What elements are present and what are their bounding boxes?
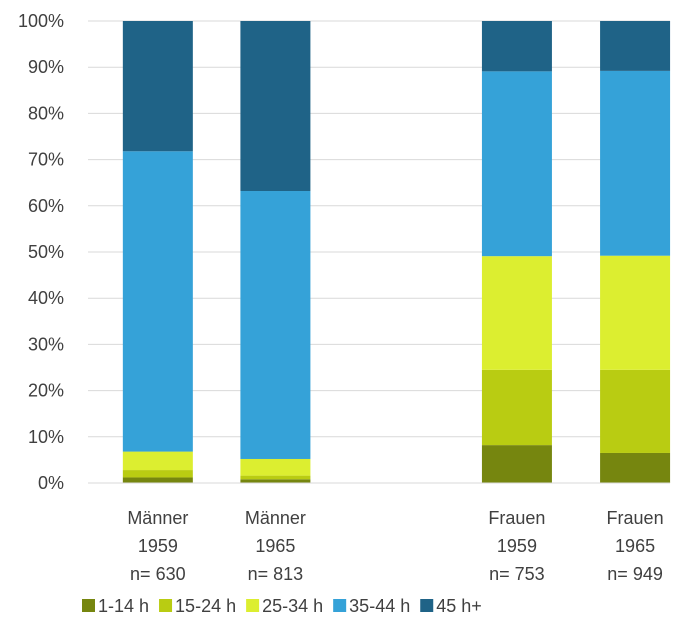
y-tick-label: 40% xyxy=(28,288,64,308)
x-category-label: n= 753 xyxy=(489,564,545,584)
legend-swatch xyxy=(333,599,347,612)
bar-segment xyxy=(240,479,311,483)
y-tick-label: 80% xyxy=(28,103,64,123)
y-tick-label: 60% xyxy=(28,196,64,216)
bar-segment xyxy=(481,445,552,483)
y-tick-label: 100% xyxy=(18,11,64,31)
y-tick-label: 50% xyxy=(28,242,64,262)
bar-segment xyxy=(240,458,311,476)
legend-label: 15-24 h xyxy=(175,596,236,616)
bar-segment xyxy=(600,70,671,256)
x-category-label: n= 949 xyxy=(607,564,663,584)
legend: 1-14 h 15-24 h 25-34 h 35-44 h 45 h+ xyxy=(82,596,482,616)
legend-label: 1-14 h xyxy=(98,596,149,616)
x-axis-category-labels: Männer 1959 n= 630 Männer 1965 n= 813 Frauen 19… xyxy=(127,508,663,584)
x-category-label: 1965 xyxy=(615,536,655,556)
x-category-label: 1965 xyxy=(255,536,295,556)
bar-segment xyxy=(240,475,311,480)
bar-segment xyxy=(240,191,311,459)
x-category-label: n= 630 xyxy=(130,564,186,584)
x-category-label: Männer xyxy=(127,508,188,528)
bar-segment xyxy=(122,151,193,452)
legend-label: 45 h+ xyxy=(436,596,482,616)
bar-segment xyxy=(122,477,193,483)
legend-label: 35-44 h xyxy=(349,596,410,616)
y-tick-label: 90% xyxy=(28,57,64,77)
x-category-label: 1959 xyxy=(497,536,537,556)
y-axis-tick-labels: 0% 10% 20% 30% 40% 50% 60% 70% 80% 90% 100% xyxy=(18,11,64,493)
y-tick-label: 20% xyxy=(28,381,64,401)
bar-segment xyxy=(600,369,671,453)
legend-swatch xyxy=(420,599,434,612)
bar-segment xyxy=(481,21,552,72)
legend-label: 25-34 h xyxy=(262,596,323,616)
bar-segment xyxy=(122,21,193,152)
legend-swatch xyxy=(246,599,260,612)
x-category-label: 1959 xyxy=(138,536,178,556)
x-category-label: n= 813 xyxy=(248,564,304,584)
bars xyxy=(122,21,671,483)
y-tick-label: 30% xyxy=(28,334,64,354)
y-tick-label: 70% xyxy=(28,150,64,170)
legend-swatch xyxy=(159,599,173,612)
bar-segment xyxy=(481,256,552,370)
legend-swatch xyxy=(82,599,95,612)
x-category-label: Frauen xyxy=(488,508,545,528)
x-category-label: Männer xyxy=(245,508,306,528)
bar-segment xyxy=(600,452,671,483)
y-tick-label: 10% xyxy=(28,427,64,447)
bar-segment xyxy=(600,21,671,71)
y-tick-label: 0% xyxy=(38,473,64,493)
bar-segment xyxy=(240,21,311,192)
x-category-label: Frauen xyxy=(607,508,664,528)
bar-segment xyxy=(481,369,552,446)
bar-segment xyxy=(122,470,193,478)
bar-segment xyxy=(600,255,671,370)
bar-segment xyxy=(481,71,552,257)
bar-segment xyxy=(122,451,193,471)
